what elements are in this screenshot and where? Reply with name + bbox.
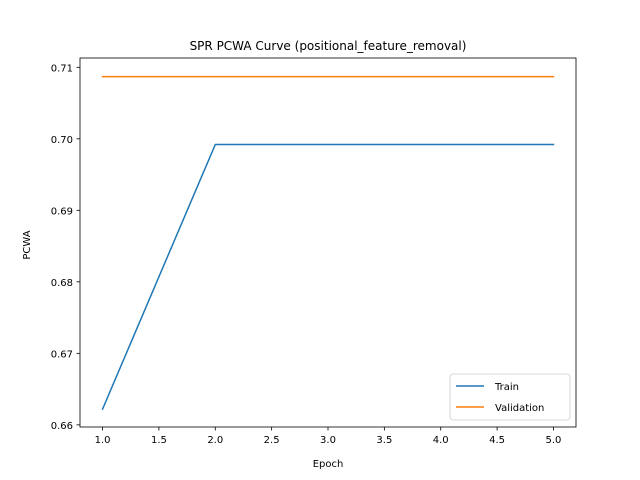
x-tick-label: 4.5 <box>489 435 505 446</box>
x-tick-label: 2.0 <box>207 435 223 446</box>
x-tick-label: 2.5 <box>264 435 280 446</box>
legend-label-train: Train <box>494 382 519 393</box>
y-tick-label: 0.70 <box>51 135 73 146</box>
legend: Train Validation <box>449 373 571 421</box>
x-tick-label: 5.0 <box>546 435 562 446</box>
x-tick-label: 3.0 <box>320 435 336 446</box>
series-line-train <box>101 143 555 411</box>
y-axis-label: PCWA <box>22 230 33 259</box>
y-tick-label: 0.69 <box>51 206 73 217</box>
x-tick-label: 4.0 <box>433 435 449 446</box>
y-tick-label: 0.68 <box>51 278 73 289</box>
y-tick-label: 0.66 <box>51 421 73 432</box>
x-tick-label: 1.0 <box>95 435 111 446</box>
y-tick-label: 0.67 <box>51 349 73 360</box>
plot-area: 1.0 1.5 2.0 2.5 3.0 3.5 4.0 4.5 5.0 0.66 0.67 0.68 0… <box>51 57 577 446</box>
chart-title: SPR PCWA Curve (positional_feature_remov… <box>190 39 467 53</box>
x-tick-label: 3.5 <box>376 435 392 446</box>
y-tick-label: 0.71 <box>51 63 73 74</box>
legend-label-validation: Validation <box>495 403 544 414</box>
x-axis-label: Epoch <box>313 459 344 470</box>
x-tick-label: 1.5 <box>151 435 167 446</box>
